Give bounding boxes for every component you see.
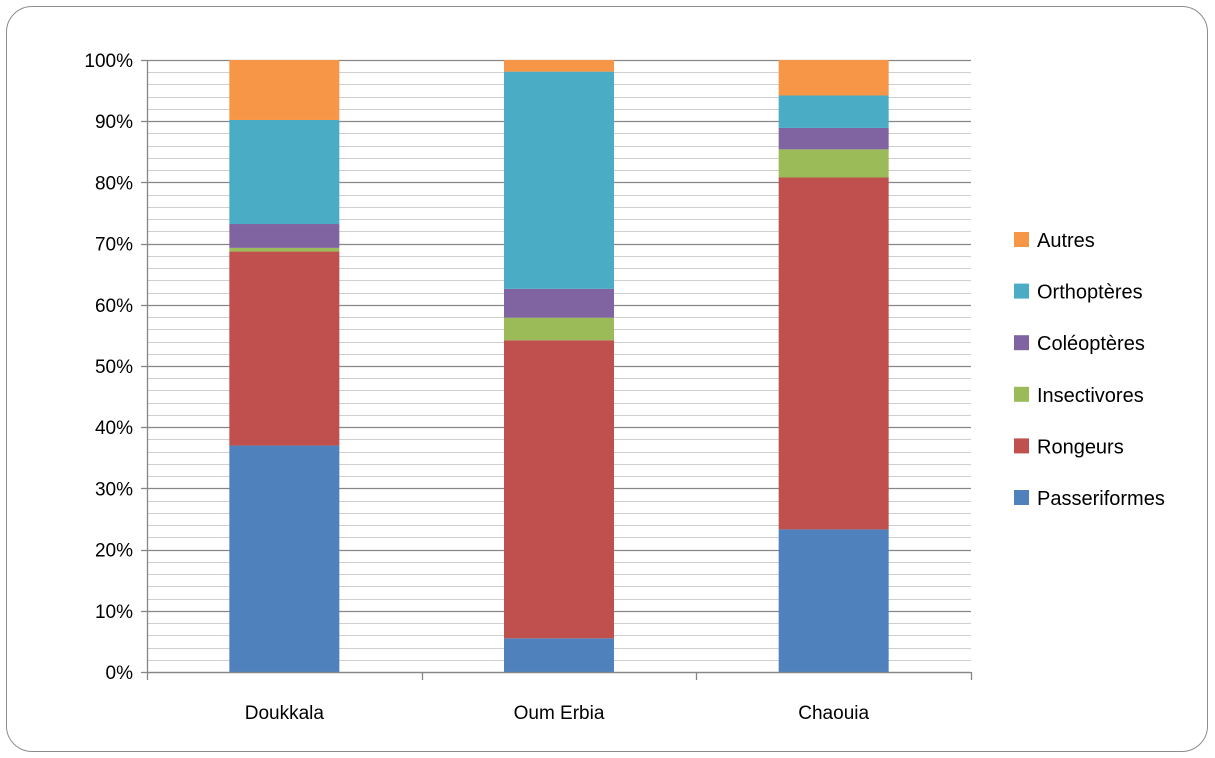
legend-swatch [1014,438,1029,454]
bar-oum-erbia-insectivores [504,317,614,341]
y-tick-label: 60% [95,296,133,317]
legend-swatch [1014,386,1029,402]
x-category-label: Doukkala [245,703,325,724]
bar-oum-erbia-passeriformes [504,638,614,672]
bar-chaouia-orthopteres [778,95,889,128]
legend: Autres Orthoptères Coléoptères Insectivores… [1014,230,1165,510]
legend-label: Orthoptères [1037,282,1143,304]
bar-oum-erbia-coleopteres [504,288,614,318]
bar-chaouia-insectivores [778,149,889,178]
bars [229,60,889,672]
bar-doukkala-coleopteres [229,224,340,248]
bar-oum-erbia-rongeurs [504,340,614,639]
y-tick-label: 0% [106,663,134,684]
bar-chaouia-rongeurs [778,177,889,530]
y-tick-label: 90% [95,112,133,133]
x-category-label: Oum Erbia [514,703,605,724]
bar-doukkala-insectivores [229,247,340,252]
bar-doukkala-rongeurs [229,251,340,446]
y-tick-label: 40% [95,418,133,439]
bar-oum-erbia-orthopteres [504,71,614,289]
y-tick-label: 20% [95,541,133,562]
legend-swatch [1014,490,1029,505]
x-category-label: Chaouia [798,703,869,724]
y-tick-label: 80% [95,173,133,194]
y-tick-label: 70% [95,235,133,256]
y-tick-label: 10% [95,602,133,623]
y-tick-labels: 0% 10% 20% 30% 40% 50% 60% 70% 80% 90% 100% [84,51,133,684]
bar-chaouia-passeriformes [778,529,889,672]
bar-chaouia-autres [778,60,889,96]
x-category-labels: Doukkala Oum Erbia Chaouia [245,703,870,724]
bar-doukkala-passeriformes [229,445,340,672]
y-tick-label: 30% [95,479,133,500]
legend-label: Coléoptères [1037,333,1145,355]
y-tick-label: 50% [95,357,133,378]
legend-label: Autres [1037,230,1095,252]
bar-oum-erbia-autres [504,60,614,72]
legend-swatch [1014,232,1029,247]
legend-swatch [1014,335,1029,351]
axes [141,59,973,680]
legend-swatch [1014,283,1029,299]
bar-doukkala-orthopteres [229,119,340,225]
legend-label: Insectivores [1037,385,1144,407]
bar-chaouia-coleopteres [778,127,889,150]
bar-doukkala-autres [229,60,340,120]
y-tick-label: 100% [84,51,133,72]
legend-label: Rongeurs [1037,436,1124,458]
legend-label: Passeriformes [1037,488,1165,510]
